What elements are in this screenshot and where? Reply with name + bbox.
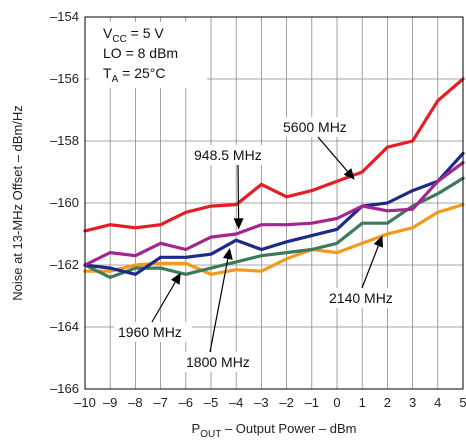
x-tick-label: –8 [128,395,142,410]
annotation-arrow-line [209,258,229,353]
condition-ta: TA = 25°C [103,65,165,85]
x-tick-label: –9 [103,395,117,410]
label-948-mhz: 948.5 MHz [194,147,262,163]
y-tick-label: –158 [50,133,79,148]
x-tick-label: 5 [459,395,466,410]
annotation-arrow-line [151,281,176,323]
label-box-1960 [114,322,192,342]
annotation-arrow-line [237,164,240,219]
x-tick-label: 1 [359,395,366,410]
condition-lo: LO = 8 dBm [103,45,178,61]
x-tick-label: –3 [254,395,268,410]
series-line-4 [83,176,465,279]
y-tick-label: –154 [50,9,79,24]
annotation-arrow-head [170,272,181,285]
y-tick-label: –160 [50,195,79,210]
annotation-arrow-head [233,218,244,230]
y-axis-title: Noise at 13-MHz Offset – dBm/Hz [10,105,25,301]
y-tick-label: –162 [50,257,79,272]
y-tick-label: –166 [50,381,79,396]
annotation-arrow-line [361,245,379,289]
x-tick-label: 2 [384,395,391,410]
annotation-arrow-head [343,168,355,180]
annotation-arrows [151,136,384,353]
annotation-arrow-head [373,235,384,248]
y-tick-labels: –166 –164 –162 –160 –158 –156 –154 [50,9,79,396]
label-box-2140 [325,288,403,308]
x-tick-label: –1 [305,395,319,410]
label-5600-mhz: 5600 MHz [283,119,347,135]
label-box-1800 [182,352,260,372]
x-tick-label: 3 [409,395,416,410]
series-layer [83,77,465,279]
x-tick-label: –7 [153,395,167,410]
x-tick-label: 4 [434,395,441,410]
label-1960-mhz: 1960 MHz [118,324,182,340]
y-tick-label: –156 [50,71,79,86]
x-tick-labels: –10 –9 –8 –7 –6 –5 –4 –3 –2 –1 0 1 2 3 4 5 [74,395,466,410]
x-tick-label: –6 [179,395,193,410]
y-tick-label: –164 [50,319,79,334]
x-tick-label: –2 [279,395,293,410]
series-line-2 [83,161,465,267]
label-box-5600 [279,117,357,137]
x-tick-label: –5 [204,395,218,410]
x-tick-label: –10 [74,395,96,410]
annotation-arrow-head [222,247,233,260]
conditions-box [89,22,207,88]
label-1800-mhz: 1800 MHz [186,354,250,370]
label-box-948 [191,145,279,165]
x-tick-label: –4 [229,395,243,410]
label-2140-mhz: 2140 MHz [329,290,393,306]
series-line-3 [83,151,465,276]
x-tick-label: 0 [333,395,340,410]
annotation-arrow-line [317,136,348,172]
plot-frame [84,16,464,390]
condition-vcc: VCC = 5 V [103,25,164,45]
series-line-1 [83,77,465,233]
x-axis-title: POUT – Output Power – dBm [192,421,357,440]
